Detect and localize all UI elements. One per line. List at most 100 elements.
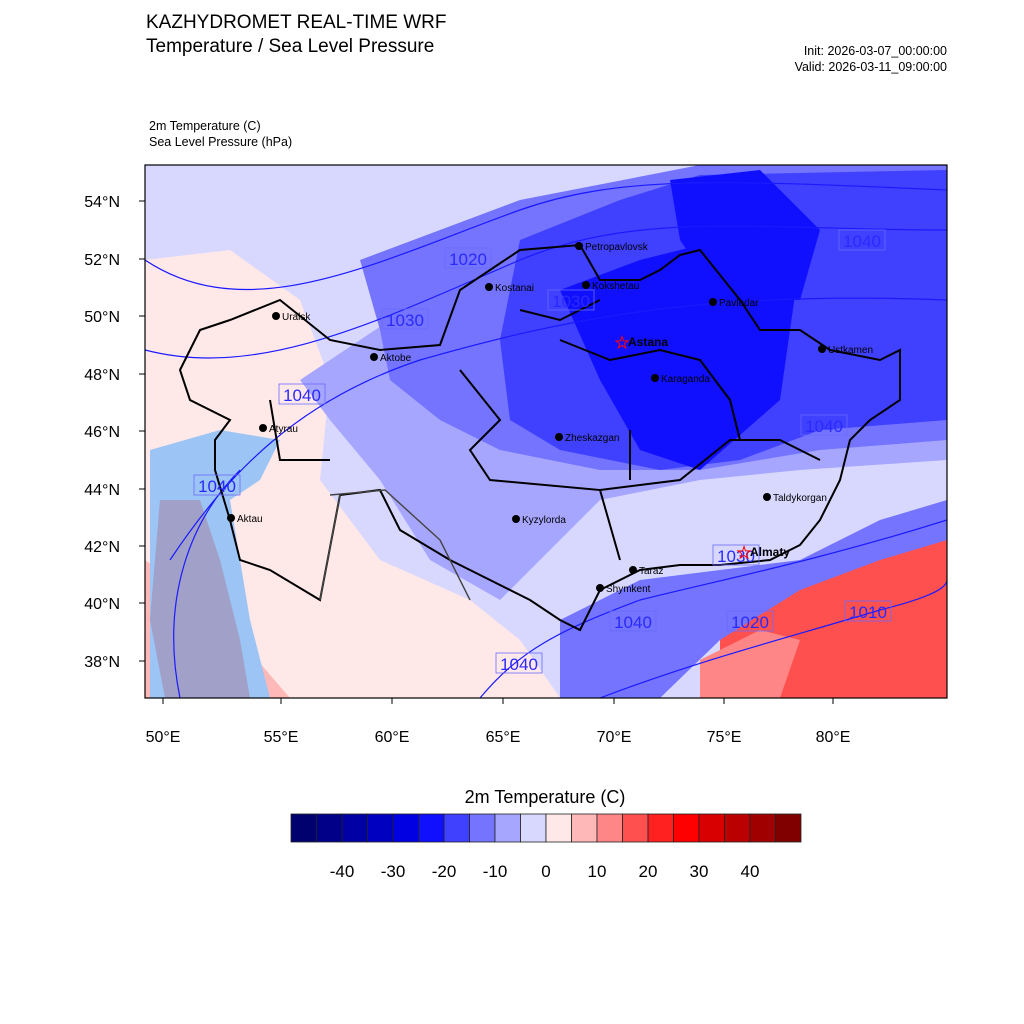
pressure-label: 1030 xyxy=(717,547,755,566)
pressure-label-box xyxy=(838,229,886,251)
city-dot-icon xyxy=(596,584,604,592)
city-label: Pavlodar xyxy=(719,298,759,309)
field-label-pressure: Sea Level Pressure (hPa) xyxy=(149,135,293,149)
city-dot-icon xyxy=(259,424,267,432)
pressure-label-box xyxy=(609,610,657,632)
lat-label: 52°N xyxy=(84,252,120,269)
city-label: Kokshetau xyxy=(592,281,639,292)
colorbar-swatch xyxy=(571,813,598,843)
city-markers: Petropavlovsk Kostanai Kokshetau Pavlodar Ur… xyxy=(227,242,873,595)
colorbar-swatch xyxy=(749,813,776,843)
pressure-label-box xyxy=(278,383,326,405)
city-label: Taraz xyxy=(639,566,663,577)
chart-title: KAZHYDROMET REAL-TIME WRF xyxy=(146,12,447,33)
init-time: Init: 2026-03-07_00:00:00 xyxy=(803,44,947,58)
city-label: Zheskazgan xyxy=(565,433,619,444)
lat-label: 38°N xyxy=(84,654,120,671)
colorbar: -40 -30 -20 -10 0 10 20 30 40 xyxy=(290,813,802,881)
city-label: Kostanai xyxy=(495,283,534,294)
city-label: Kyzylorda xyxy=(522,515,566,526)
lon-label: 60°E xyxy=(375,729,410,746)
city-dot-icon xyxy=(485,283,493,291)
lat-label: 50°N xyxy=(84,309,120,326)
lon-label: 50°E xyxy=(146,729,181,746)
capital-star-icon: ★ xyxy=(615,335,629,352)
city-label: Aktau xyxy=(237,514,263,525)
lon-label: 75°E xyxy=(707,729,742,746)
latitude-axis: 54°N 52°N 50°N 48°N 46°N 44°N 42°N 40°N 38°N xyxy=(84,194,145,671)
colorbar-swatch xyxy=(392,813,419,843)
pressure-label-box xyxy=(381,308,429,330)
city-label: Uralsk xyxy=(282,312,311,323)
colorbar-swatch xyxy=(775,813,802,843)
city-dot-icon xyxy=(555,433,563,441)
pressure-label: 1040 xyxy=(198,477,236,496)
colorbar-tick-label: 40 xyxy=(741,862,760,881)
city-dot-icon xyxy=(512,515,520,523)
city-dot-icon xyxy=(818,345,826,353)
colorbar-title: 2m Temperature (C) xyxy=(464,787,626,807)
city-label: Atyrau xyxy=(269,424,298,435)
colorbar-swatch xyxy=(545,813,572,843)
city-label: Karaganda xyxy=(661,374,710,385)
pressure-label-box xyxy=(193,474,241,496)
colorbar-swatch xyxy=(596,813,623,843)
colorbar-swatch xyxy=(443,813,470,843)
pressure-label: 1040 xyxy=(500,655,538,674)
lat-label: 48°N xyxy=(84,367,120,384)
pressure-label: 1040 xyxy=(614,613,652,632)
colorbar-swatch xyxy=(673,813,700,843)
temperature-field xyxy=(145,165,947,698)
longitude-axis: 50°E 55°E 60°E 65°E 70°E 75°E 80°E xyxy=(146,698,851,746)
colorbar-swatch xyxy=(494,813,521,843)
colorbar-tick-label: -30 xyxy=(381,862,406,881)
colorbar-tick-label: 0 xyxy=(541,862,550,881)
pressure-label: 1020 xyxy=(449,250,487,269)
pressure-label: 1040 xyxy=(283,386,321,405)
city-dot-icon xyxy=(651,374,659,382)
pressure-label: 1020 xyxy=(731,613,769,632)
colorbar-tick-label: -20 xyxy=(432,862,457,881)
valid-time: Valid: 2026-03-11_09:00:00 xyxy=(794,60,947,74)
pressure-label-box xyxy=(726,610,774,632)
field-label-temperature: 2m Temperature (C) xyxy=(149,119,261,133)
pressure-label-box xyxy=(844,600,892,622)
colorbar-swatch xyxy=(367,813,394,843)
lon-label: 80°E xyxy=(816,729,851,746)
colorbar-swatch xyxy=(724,813,751,843)
pressure-label: 1030 xyxy=(386,311,424,330)
colorbar-swatch xyxy=(290,813,317,843)
city-dot-icon xyxy=(763,493,771,501)
lat-label: 54°N xyxy=(84,194,120,211)
colorbar-tick-label: 30 xyxy=(690,862,709,881)
lon-label: 55°E xyxy=(264,729,299,746)
colorbar-tick-label: 10 xyxy=(588,862,607,881)
city-label: Taldykorgan xyxy=(773,493,827,504)
colorbar-swatch xyxy=(341,813,368,843)
city-dot-icon xyxy=(575,242,583,250)
pressure-label: 1040 xyxy=(805,417,843,436)
lon-label: 65°E xyxy=(486,729,521,746)
city-label: Aktobe xyxy=(380,353,412,364)
colorbar-swatch xyxy=(316,813,343,843)
lon-label: 70°E xyxy=(597,729,632,746)
colorbar-swatch xyxy=(647,813,674,843)
capital-star-icon: ★ xyxy=(737,545,751,562)
city-label: Petropavlovsk xyxy=(585,242,649,253)
city-dot-icon xyxy=(582,281,590,289)
lat-label: 46°N xyxy=(84,424,120,441)
pressure-label-box xyxy=(444,247,492,269)
pressure-label-box xyxy=(495,652,543,674)
colorbar-swatch xyxy=(622,813,649,843)
city-dot-icon xyxy=(709,298,717,306)
pressure-label-box xyxy=(800,414,848,436)
chart-subtitle: Temperature / Sea Level Pressure xyxy=(146,36,435,57)
pressure-label-box xyxy=(547,289,595,311)
lat-label: 42°N xyxy=(84,539,120,556)
city-label: Shymkent xyxy=(606,584,651,595)
colorbar-tick-label: 20 xyxy=(639,862,658,881)
city-dot-icon xyxy=(370,353,378,361)
city-dot-icon xyxy=(629,566,637,574)
pressure-label: 1040 xyxy=(843,232,881,251)
city-dot-icon xyxy=(227,514,235,522)
